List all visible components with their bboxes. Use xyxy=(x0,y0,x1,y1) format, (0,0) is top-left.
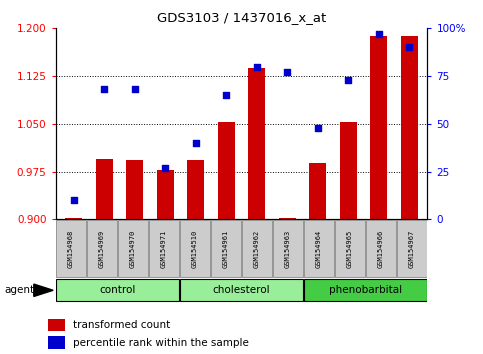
Point xyxy=(344,77,352,83)
Text: GSM154962: GSM154962 xyxy=(254,229,260,268)
Bar xyxy=(304,220,334,277)
Title: GDS3103 / 1437016_x_at: GDS3103 / 1437016_x_at xyxy=(157,11,326,24)
Text: transformed count: transformed count xyxy=(73,320,170,330)
Text: control: control xyxy=(99,285,136,295)
Point xyxy=(314,125,322,131)
Text: GSM154971: GSM154971 xyxy=(161,229,167,268)
Bar xyxy=(127,160,143,219)
Text: GSM154967: GSM154967 xyxy=(409,229,415,268)
Point xyxy=(405,45,413,50)
Bar xyxy=(401,36,417,219)
Bar xyxy=(279,218,296,219)
Text: GSM154966: GSM154966 xyxy=(378,229,384,268)
Text: cholesterol: cholesterol xyxy=(213,285,270,295)
Bar xyxy=(370,36,387,219)
Bar xyxy=(309,164,326,219)
Bar xyxy=(397,220,427,277)
Point xyxy=(222,92,230,98)
Point xyxy=(100,87,108,92)
Bar xyxy=(211,220,241,277)
Bar xyxy=(273,220,303,277)
Bar xyxy=(66,218,82,219)
Text: GSM154969: GSM154969 xyxy=(99,229,105,268)
Text: GSM154965: GSM154965 xyxy=(347,229,353,268)
Bar xyxy=(56,220,86,277)
Bar xyxy=(48,319,65,331)
Text: GSM154968: GSM154968 xyxy=(68,229,74,268)
Bar xyxy=(340,122,356,219)
Point xyxy=(131,87,139,92)
Bar xyxy=(304,279,427,302)
Bar xyxy=(157,170,174,219)
Point xyxy=(70,198,78,203)
Bar xyxy=(366,220,396,277)
Text: GSM154510: GSM154510 xyxy=(192,229,198,268)
Bar xyxy=(187,160,204,219)
Point xyxy=(192,140,199,146)
Bar xyxy=(48,336,65,349)
Point xyxy=(375,31,383,37)
Bar xyxy=(335,220,365,277)
Point xyxy=(253,64,261,69)
Bar xyxy=(180,279,303,302)
Text: GSM154964: GSM154964 xyxy=(316,229,322,268)
Bar xyxy=(149,220,179,277)
Point xyxy=(161,165,169,171)
Bar xyxy=(56,279,179,302)
Text: percentile rank within the sample: percentile rank within the sample xyxy=(73,338,249,348)
Point xyxy=(284,69,291,75)
Bar xyxy=(180,220,210,277)
Bar xyxy=(96,159,113,219)
Bar xyxy=(87,220,117,277)
Text: GSM154970: GSM154970 xyxy=(130,229,136,268)
Bar xyxy=(242,220,272,277)
Polygon shape xyxy=(34,284,53,297)
Text: phenobarbital: phenobarbital xyxy=(329,285,402,295)
Bar xyxy=(248,68,265,219)
Bar xyxy=(118,220,148,277)
Bar xyxy=(218,122,235,219)
Text: GSM154963: GSM154963 xyxy=(285,229,291,268)
Text: GSM154961: GSM154961 xyxy=(223,229,229,268)
Text: agent: agent xyxy=(5,285,35,295)
